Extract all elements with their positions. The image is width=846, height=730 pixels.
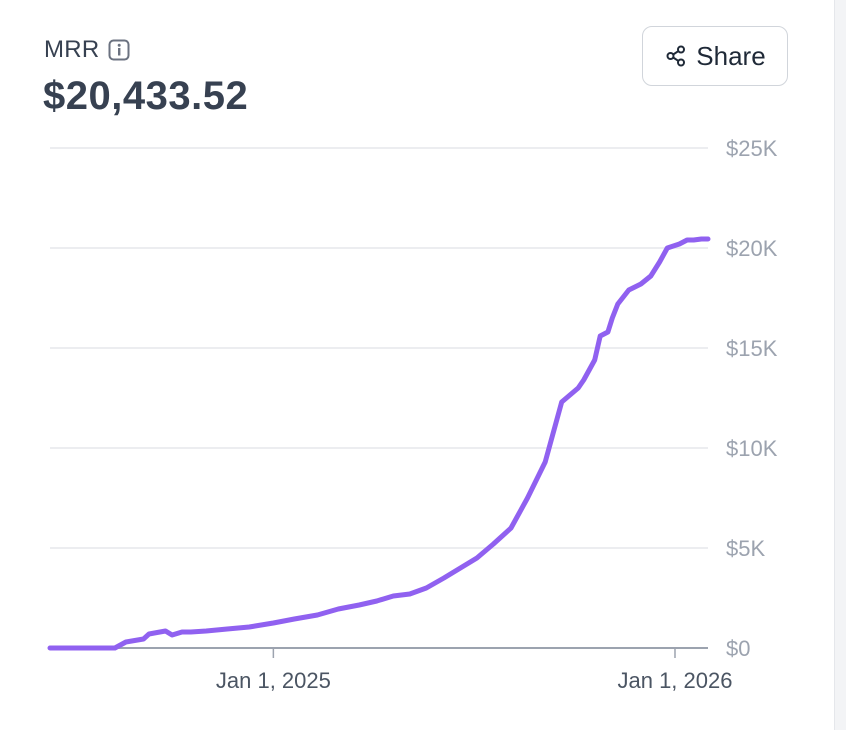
y-tick-label: $15K bbox=[726, 336, 778, 361]
y-tick-label: $20K bbox=[726, 236, 778, 261]
y-tick-label: $0 bbox=[726, 636, 750, 661]
metric-value: $20,433.52 bbox=[43, 74, 249, 118]
x-tick-label: Jan 1, 2025 bbox=[216, 668, 331, 693]
y-tick-label: $5K bbox=[726, 536, 765, 561]
share-label: Share bbox=[696, 40, 766, 71]
info-icon[interactable] bbox=[108, 39, 130, 61]
share-button[interactable]: Share bbox=[642, 26, 788, 86]
x-tick-label: Jan 1, 2026 bbox=[617, 668, 732, 693]
y-tick-label: $10K bbox=[726, 436, 778, 461]
metric-label: MRR bbox=[44, 36, 100, 63]
share-icon bbox=[664, 44, 688, 68]
mrr-series-line bbox=[47, 236, 711, 651]
metric-header: MRR bbox=[44, 36, 130, 64]
y-tick-label: $25K bbox=[726, 136, 778, 161]
